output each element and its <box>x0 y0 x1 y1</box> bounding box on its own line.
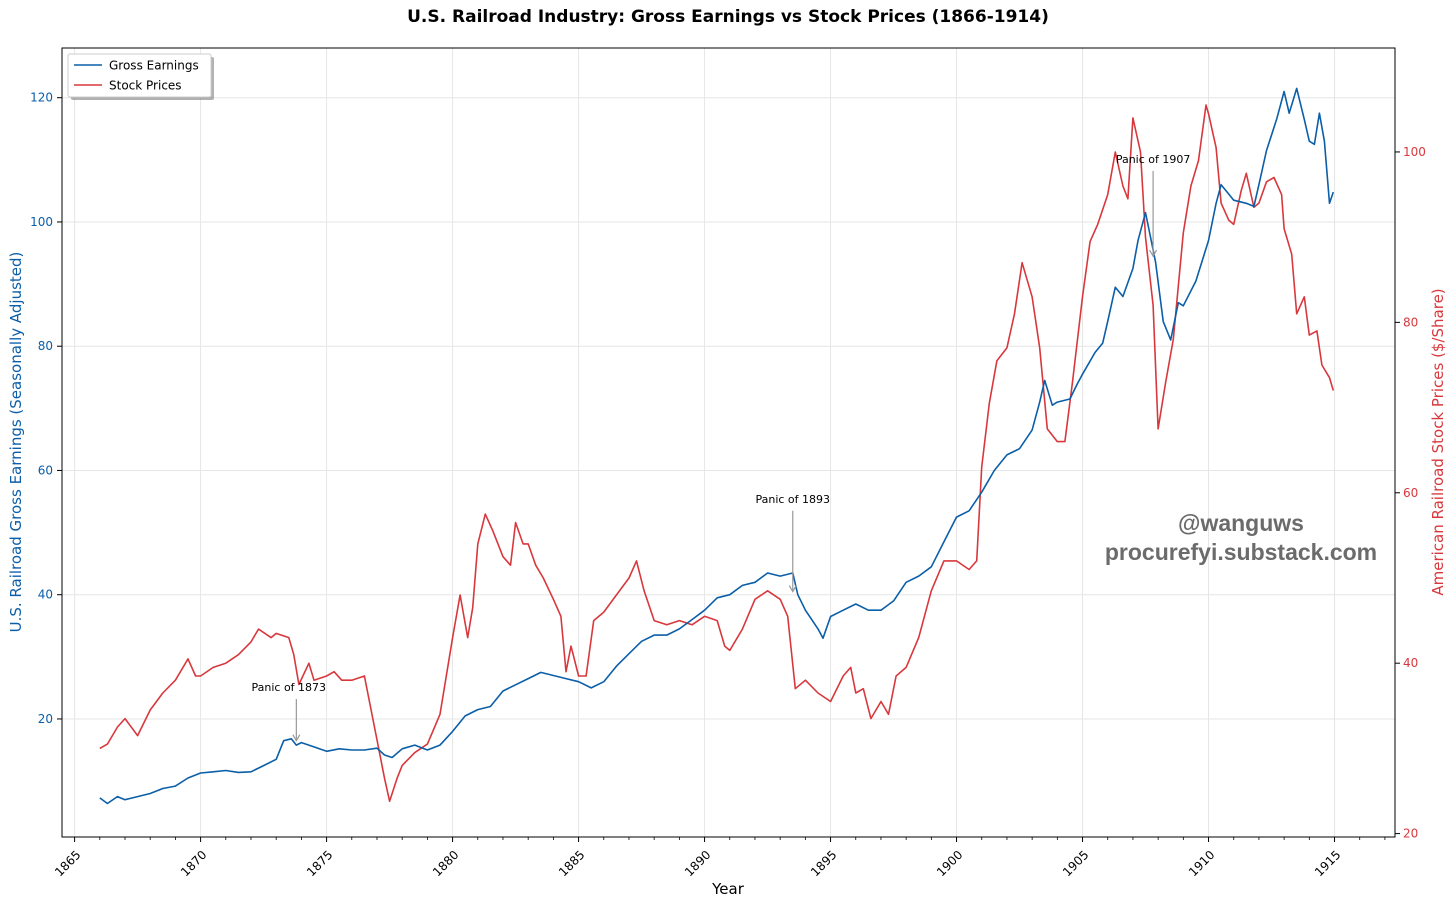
legend-label-gross-earnings: Gross Earnings <box>109 59 199 73</box>
x-tick-label: 1905 <box>1060 848 1091 879</box>
y-left-tick-label: 80 <box>38 339 53 353</box>
y-left-tick-label: 60 <box>38 463 53 477</box>
plot-frame <box>61 47 1396 838</box>
y-left-tick-label: 120 <box>30 91 53 105</box>
legend-box <box>67 53 212 98</box>
y-left-tick-label: 100 <box>30 215 53 229</box>
x-tick-label: 1865 <box>52 848 83 879</box>
x-tick-label: 1870 <box>178 848 209 879</box>
y-right-tick-label: 100 <box>1403 145 1426 159</box>
legend-label-stock-prices: Stock Prices <box>109 79 182 93</box>
y-left-tick-label: 20 <box>38 712 53 726</box>
x-tick-label: 1875 <box>304 848 335 879</box>
y-right-tick-label: 40 <box>1403 656 1418 670</box>
y-axis-left: 20 40 60 80 100 120 <box>30 91 62 726</box>
annotation-label: Panic of 1893 <box>755 493 830 506</box>
annotation-arrowhead <box>1149 249 1158 258</box>
annotation-label: Panic of 1873 <box>252 681 327 694</box>
x-tick-label: 1885 <box>556 848 587 879</box>
legend: Gross Earnings Stock Prices <box>67 53 214 100</box>
y-axis-left-label: U.S. Railroad Gross Earnings (Seasonally… <box>7 252 25 633</box>
x-axis-label: Year <box>711 880 745 898</box>
y-right-tick-label: 20 <box>1403 827 1418 841</box>
series-line-gross-earnings <box>99 87 1335 805</box>
y-axis-right-label: American Railroad Stock Prices ($/Share) <box>1429 288 1447 595</box>
chart-title: U.S. Railroad Industry: Gross Earnings v… <box>407 7 1049 27</box>
series-layer <box>99 87 1335 805</box>
x-tick-label: 1900 <box>934 848 965 879</box>
annotation-arrowhead <box>292 734 301 742</box>
y-right-tick-label: 60 <box>1403 486 1418 500</box>
annotations: Panic of 1873 Panic of 1893 Panic of 1907 <box>252 153 1191 742</box>
annotation-label: Panic of 1907 <box>1116 153 1191 166</box>
grid <box>62 48 1395 837</box>
watermark-handle: @wanguws <box>1178 510 1304 536</box>
annotation-arrowhead <box>788 585 797 593</box>
y-right-tick-label: 80 <box>1403 315 1418 329</box>
x-tick-label: 1895 <box>808 848 839 879</box>
watermark-url: procurefyi.substack.com <box>1105 539 1377 565</box>
x-tick-label: 1915 <box>1312 848 1343 879</box>
series-line-stock-prices <box>99 104 1335 802</box>
y-left-tick-label: 40 <box>38 588 53 602</box>
x-tick-label: 1890 <box>682 848 713 879</box>
x-tick-label: 1910 <box>1186 848 1217 879</box>
x-tick-label: 1880 <box>430 848 461 879</box>
x-axis: 1865 1870 1875 1880 1885 1890 1895 1900 1905 1910… <box>52 837 1386 879</box>
y-axis-right: 20 40 60 80 100 <box>1395 145 1426 841</box>
